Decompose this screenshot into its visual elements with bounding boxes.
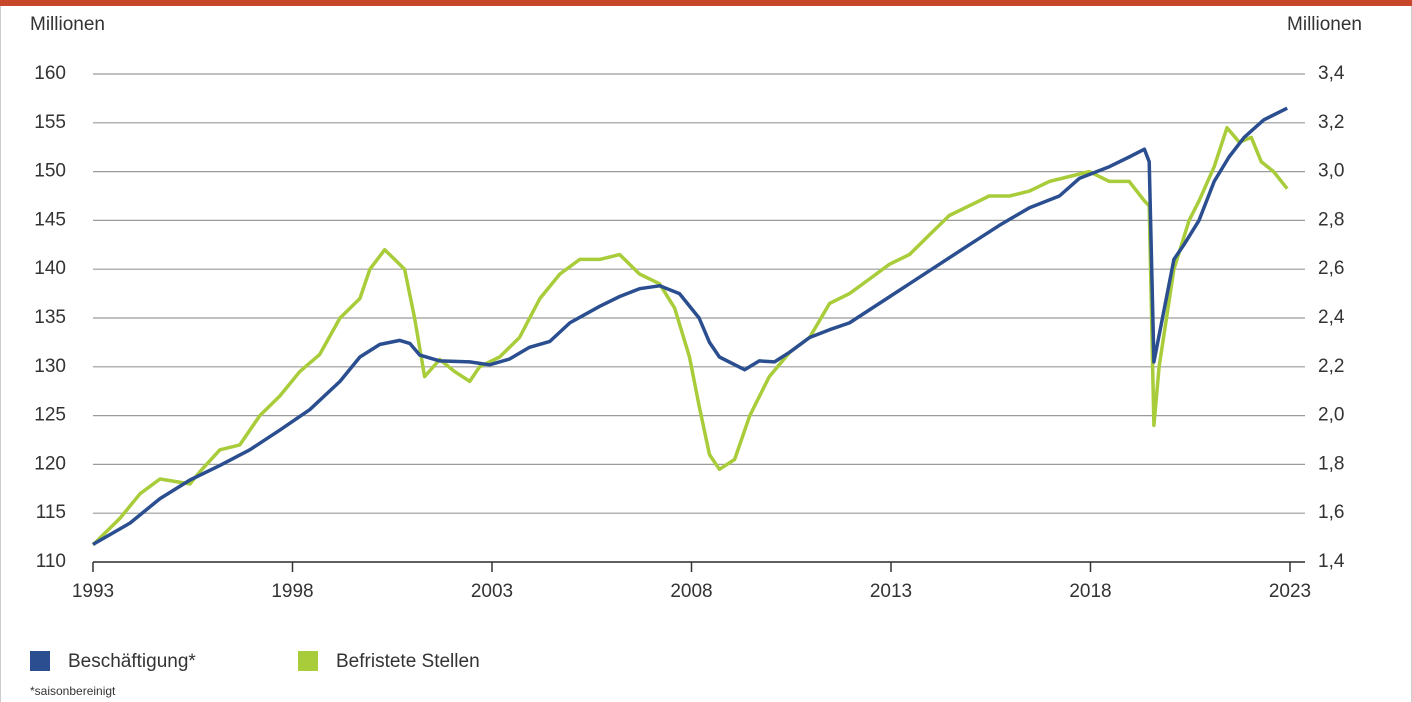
x-tick-label: 2013 xyxy=(870,581,912,602)
legend-label: Befristete Stellen xyxy=(336,651,480,672)
x-tick-label: 2023 xyxy=(1269,581,1311,602)
y-tick-label: 160 xyxy=(34,63,66,84)
x-tick-label: 2018 xyxy=(1069,581,1111,602)
y2-tick-label: 1,8 xyxy=(1318,453,1344,474)
y-axis-label: Millionen xyxy=(30,14,105,35)
x-tick-label: 2003 xyxy=(471,581,513,602)
y-tick-label: 130 xyxy=(34,356,66,377)
y-tick-label: 125 xyxy=(34,405,66,426)
y-tick-label: 135 xyxy=(34,307,66,328)
y2-tick-label: 2,2 xyxy=(1318,356,1344,377)
y2-tick-label: 3,4 xyxy=(1318,63,1345,84)
y2-tick-label: 3,0 xyxy=(1318,161,1344,182)
y-tick-label: 145 xyxy=(34,209,66,230)
legend-label: Beschäftigung* xyxy=(68,651,196,672)
series-line xyxy=(91,125,1289,547)
y-tick-label: 155 xyxy=(34,112,66,133)
series-line xyxy=(92,106,1288,546)
top-bar xyxy=(0,0,1412,6)
y-tick-label: 150 xyxy=(34,161,66,182)
y2-tick-label: 1,4 xyxy=(1318,551,1345,572)
y2-tick-label: 2,0 xyxy=(1318,405,1344,426)
y-tick-label: 115 xyxy=(36,502,66,523)
y2-axis-label: Millionen xyxy=(1287,14,1362,35)
x-tick-label: 1998 xyxy=(271,581,313,602)
y2-tick-label: 1,6 xyxy=(1318,502,1344,523)
y2-tick-label: 2,4 xyxy=(1318,307,1345,328)
y-tick-label: 110 xyxy=(36,551,66,572)
y2-tick-label: 2,6 xyxy=(1318,258,1344,279)
x-tick-label: 2008 xyxy=(670,581,712,602)
footnote: *saisonbereinigt xyxy=(30,684,116,698)
y-tick-label: 140 xyxy=(34,258,66,279)
x-tick-label: 1993 xyxy=(72,581,114,602)
legend-swatch xyxy=(298,651,318,671)
y2-tick-label: 3,2 xyxy=(1318,112,1344,133)
legend-swatch xyxy=(30,651,50,671)
y2-tick-label: 2,8 xyxy=(1318,209,1344,230)
y-tick-label: 120 xyxy=(34,453,66,474)
